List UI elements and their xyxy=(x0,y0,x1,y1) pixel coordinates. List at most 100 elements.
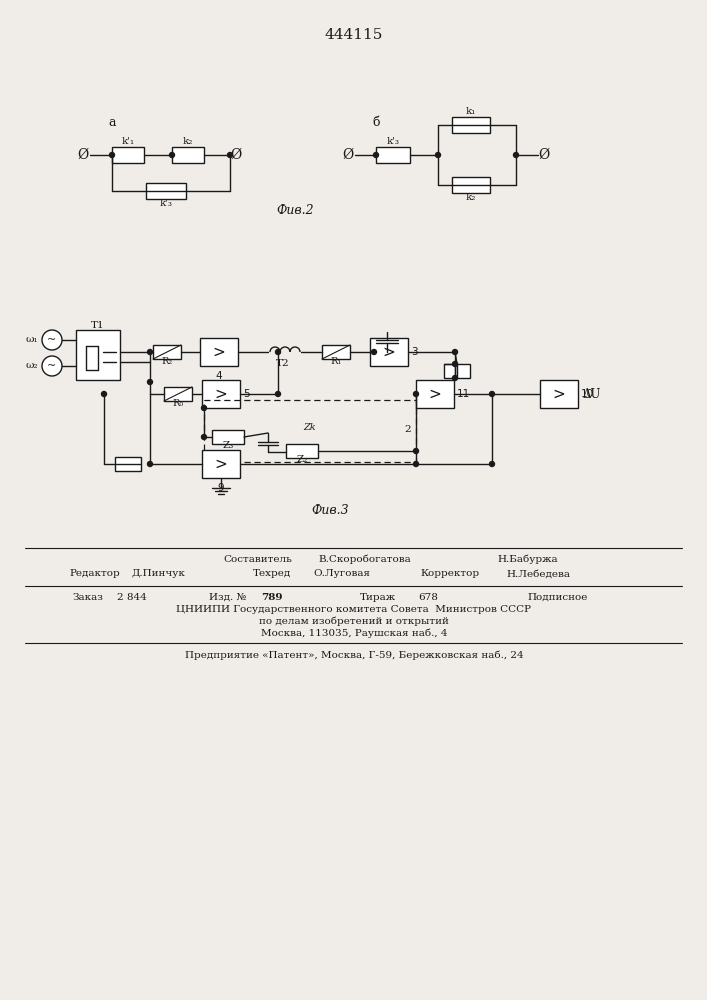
Bar xyxy=(452,117,490,133)
Bar xyxy=(164,387,192,401)
Circle shape xyxy=(148,379,153,384)
Text: Предприятие «Патент», Москва, Г-59, Бережковская наб., 24: Предприятие «Патент», Москва, Г-59, Бере… xyxy=(185,650,523,660)
Circle shape xyxy=(414,448,419,454)
Text: 4: 4 xyxy=(216,371,222,381)
Text: T1: T1 xyxy=(91,322,105,330)
Bar xyxy=(202,450,240,478)
Text: В.Скоробогатова: В.Скоробогатова xyxy=(319,554,411,564)
Text: 2 844: 2 844 xyxy=(117,592,147,601)
Circle shape xyxy=(513,152,518,157)
Text: ~: ~ xyxy=(47,335,57,345)
Text: Z₃: Z₃ xyxy=(223,440,233,450)
Text: Ø: Ø xyxy=(230,148,242,162)
Text: Zk: Zk xyxy=(304,424,316,432)
Text: Фив.2: Фив.2 xyxy=(276,204,314,217)
Text: 789: 789 xyxy=(262,592,283,601)
Circle shape xyxy=(276,350,281,355)
Text: 678: 678 xyxy=(418,592,438,601)
Circle shape xyxy=(489,391,494,396)
Text: Заказ: Заказ xyxy=(73,592,103,601)
Text: ЦНИИПИ Государственного комитета Совета  Министров СССР: ЦНИИПИ Государственного комитета Совета … xyxy=(177,604,532,613)
Circle shape xyxy=(201,434,206,440)
Circle shape xyxy=(42,330,62,350)
Bar xyxy=(172,147,204,163)
Circle shape xyxy=(102,391,107,396)
Circle shape xyxy=(452,375,457,380)
Bar xyxy=(376,147,410,163)
Text: Составитель: Составитель xyxy=(223,554,293,564)
Text: R₂: R₂ xyxy=(161,357,173,365)
Text: 2: 2 xyxy=(404,426,411,434)
Circle shape xyxy=(170,152,175,157)
Text: R₁: R₁ xyxy=(330,357,341,365)
Text: k'₃: k'₃ xyxy=(387,136,399,145)
Text: >: > xyxy=(428,386,441,401)
Text: T2: T2 xyxy=(276,359,290,367)
Text: 10: 10 xyxy=(581,389,594,399)
Circle shape xyxy=(489,462,494,466)
Text: Тираж: Тираж xyxy=(360,592,396,601)
Text: R₀: R₀ xyxy=(173,398,184,408)
Circle shape xyxy=(110,152,115,157)
Circle shape xyxy=(148,350,153,355)
Text: ΔU: ΔU xyxy=(583,387,602,400)
Text: 5: 5 xyxy=(243,389,250,399)
Text: Ø: Ø xyxy=(77,148,88,162)
Text: 9: 9 xyxy=(218,483,224,493)
Text: 3: 3 xyxy=(411,347,418,357)
Circle shape xyxy=(276,391,281,396)
Text: Фив.3: Фив.3 xyxy=(311,504,349,516)
Bar xyxy=(115,457,141,471)
Bar xyxy=(540,380,578,408)
Bar xyxy=(76,330,120,380)
Text: k₂: k₂ xyxy=(183,136,193,145)
Bar xyxy=(370,338,408,366)
Text: Изд. №: Изд. № xyxy=(209,592,247,601)
Text: Ø: Ø xyxy=(538,148,549,162)
Bar xyxy=(112,147,144,163)
Text: 11: 11 xyxy=(457,389,470,399)
Bar xyxy=(153,345,181,359)
Text: >: > xyxy=(215,386,228,401)
Text: О.Луговая: О.Луговая xyxy=(313,570,370,578)
Text: ω₂: ω₂ xyxy=(25,361,38,370)
Text: Техред: Техред xyxy=(253,570,291,578)
Bar xyxy=(452,177,490,193)
Text: Редактор: Редактор xyxy=(69,570,120,578)
Text: >: > xyxy=(213,344,226,360)
Text: Подписное: Подписное xyxy=(528,592,588,601)
Bar xyxy=(322,345,350,359)
Bar xyxy=(146,183,186,199)
Circle shape xyxy=(201,406,206,410)
Circle shape xyxy=(148,462,153,466)
Text: Н.Лебедева: Н.Лебедева xyxy=(506,570,570,578)
Circle shape xyxy=(42,356,62,376)
Circle shape xyxy=(371,350,377,355)
Circle shape xyxy=(228,152,233,157)
Bar xyxy=(202,380,240,408)
Circle shape xyxy=(436,152,440,157)
Text: ω₁: ω₁ xyxy=(25,336,38,344)
Bar xyxy=(200,338,238,366)
Bar xyxy=(416,380,454,408)
Circle shape xyxy=(452,361,457,366)
Bar xyxy=(212,430,244,444)
Circle shape xyxy=(373,152,378,157)
Text: k₁: k₁ xyxy=(466,106,477,115)
Circle shape xyxy=(414,391,419,396)
Text: ~: ~ xyxy=(47,361,57,371)
Text: Ø: Ø xyxy=(342,148,354,162)
Text: >: > xyxy=(382,344,395,360)
Text: Корректор: Корректор xyxy=(421,570,479,578)
Text: 444115: 444115 xyxy=(325,28,383,42)
Bar xyxy=(286,444,318,458)
Text: а: а xyxy=(108,115,115,128)
Text: k'₁: k'₁ xyxy=(122,136,134,145)
Bar xyxy=(204,400,416,462)
Text: Z₂: Z₂ xyxy=(296,454,308,464)
Text: >: > xyxy=(553,386,566,401)
Text: Н.Бабуржа: Н.Бабуржа xyxy=(498,554,559,564)
Text: k₂: k₂ xyxy=(466,192,477,202)
Text: Д.Пинчук: Д.Пинчук xyxy=(131,570,185,578)
Bar xyxy=(444,364,470,378)
